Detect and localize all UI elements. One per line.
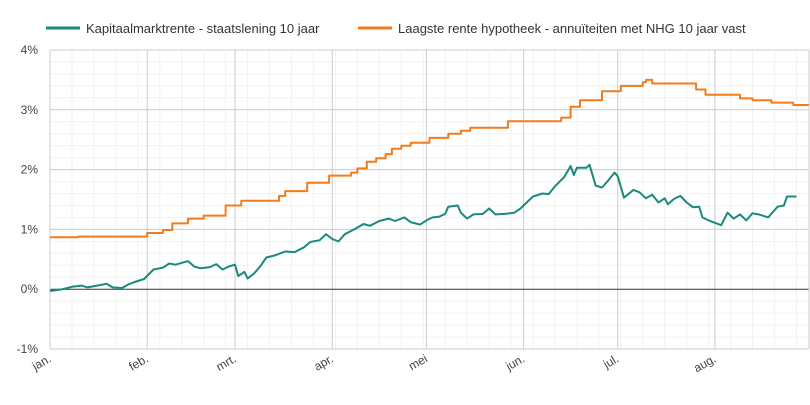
legend-entry-hypotheekrente[interactable]: Laagste rente hypotheek - annuïteiten me… <box>358 21 746 36</box>
series-lines <box>49 78 809 292</box>
y-tick-label: 4% <box>21 43 39 57</box>
y-tick-label: 0% <box>21 282 39 296</box>
series-line-kapitaalmarktrente[interactable] <box>49 163 797 292</box>
legend-label-hypotheekrente: Laagste rente hypotheek - annuïteiten me… <box>398 21 746 36</box>
y-tick-label: 1% <box>21 222 39 236</box>
legend-label-kapitaalmarktrente: Kapitaalmarktrente - staatslening 10 jaa… <box>86 21 320 36</box>
y-tick-label: 2% <box>21 163 39 177</box>
x-axis: jan. feb. mrt. apr. mei jun. jul. aug. <box>29 351 719 375</box>
legend: Kapitaalmarktrente - staatslening 10 jaa… <box>46 21 746 36</box>
x-tick-label: apr. <box>311 351 335 373</box>
y-tick-label: 3% <box>21 103 39 117</box>
series-line-hypotheekrente[interactable] <box>50 78 809 239</box>
y-axis: -1% 0% 1% 2% 3% 4% <box>17 43 39 356</box>
x-tick-label: jul. <box>600 351 621 371</box>
x-tick-label: mei <box>406 351 430 373</box>
x-tick-label: mrt. <box>214 351 239 373</box>
x-tick-label: aug. <box>691 351 718 375</box>
x-tick-label: feb. <box>126 351 150 373</box>
x-tick-label: jun. <box>502 351 527 373</box>
legend-entry-kapitaalmarktrente[interactable]: Kapitaalmarktrente - staatslening 10 jaa… <box>46 21 320 36</box>
y-tick-label: -1% <box>17 342 39 356</box>
grid <box>49 49 810 350</box>
